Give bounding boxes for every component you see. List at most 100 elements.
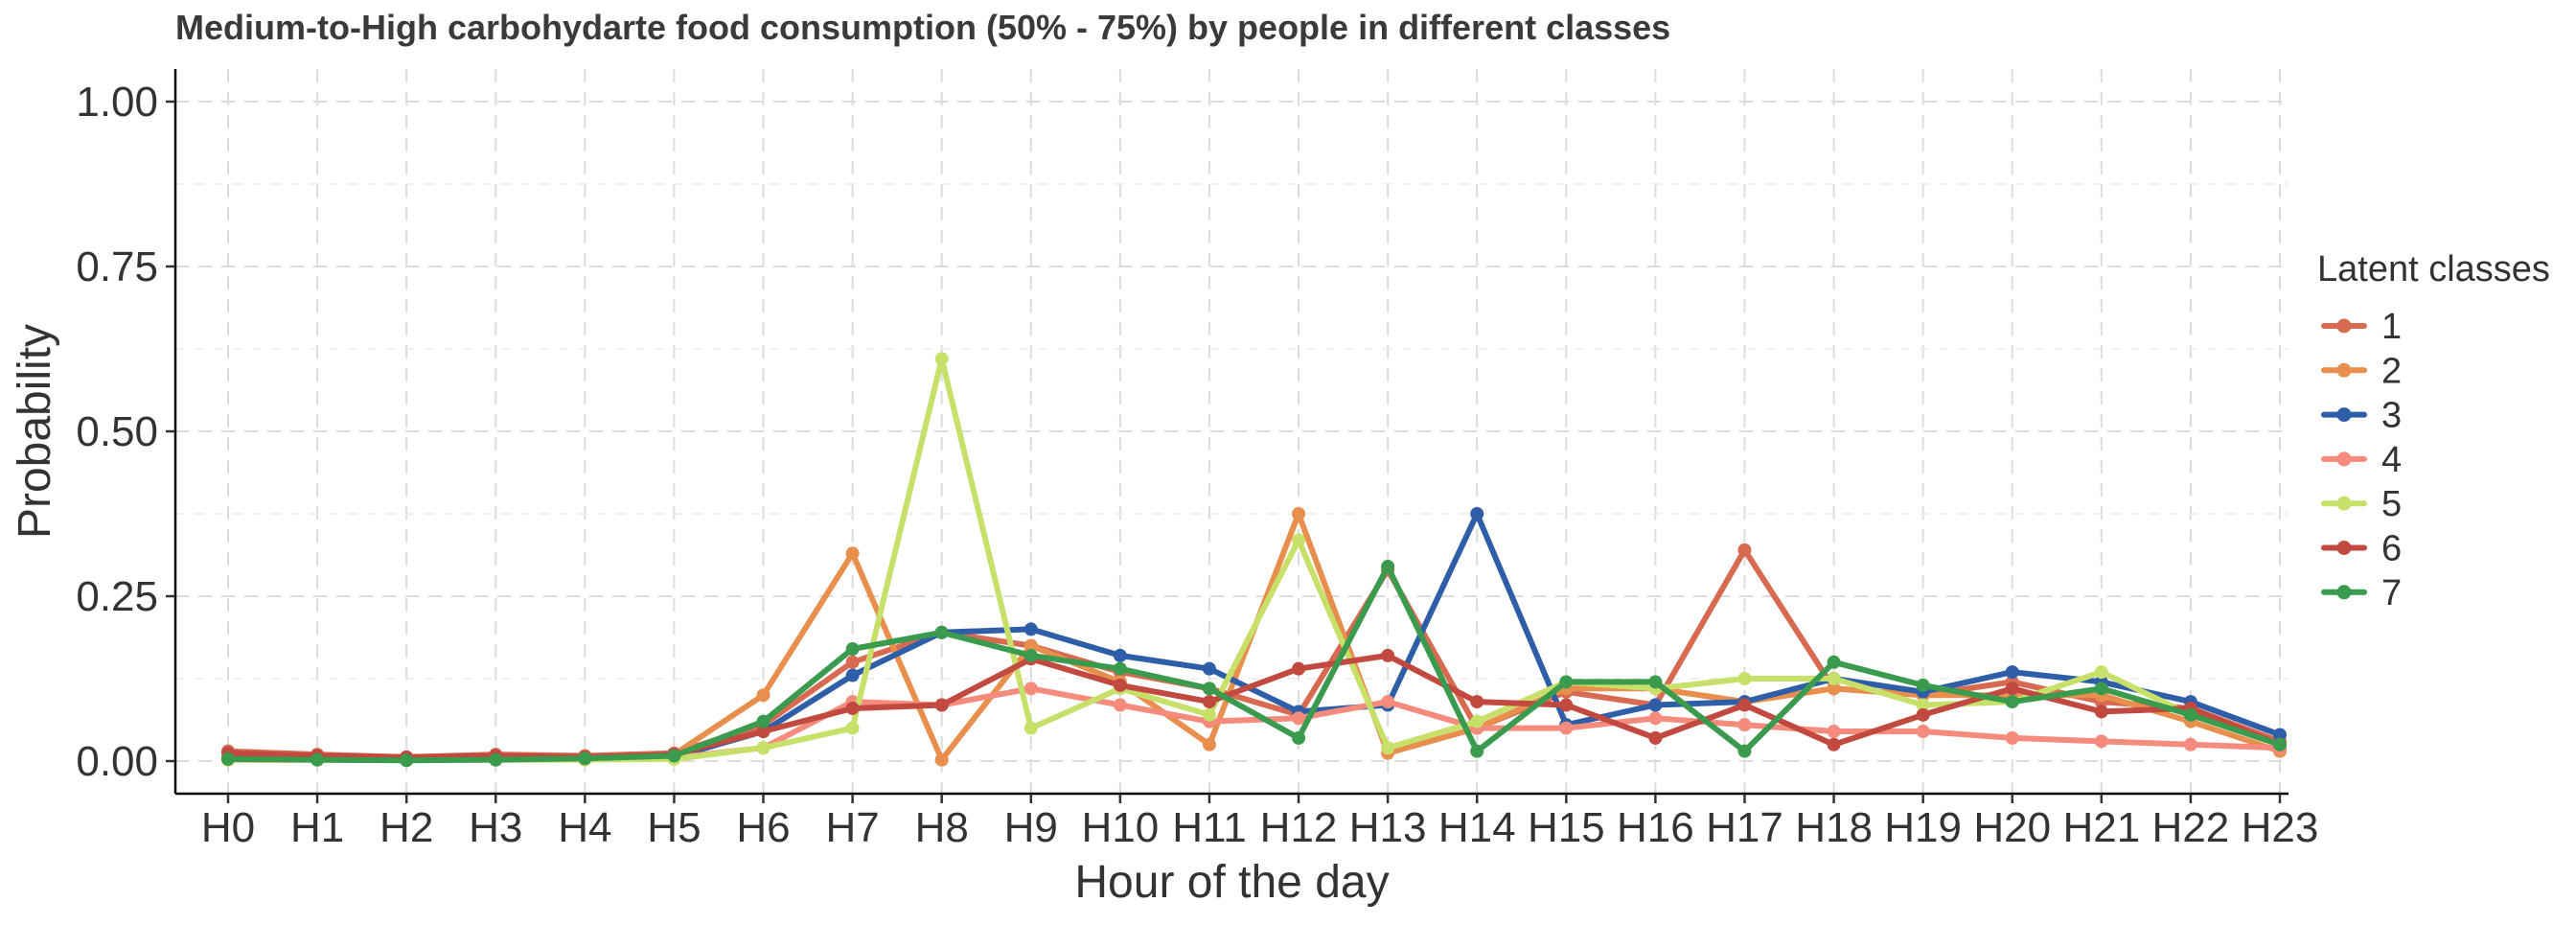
data-point: [1024, 622, 1038, 636]
data-point: [1113, 698, 1127, 712]
legend-item-4: 4: [2321, 440, 2402, 480]
x-tick-label: H17: [1706, 804, 1783, 851]
legend-swatch-point: [2336, 407, 2352, 423]
x-tick-label: H1: [290, 804, 344, 851]
x-tick-label: H19: [1884, 804, 1962, 851]
data-point: [2005, 682, 2019, 696]
data-point: [1202, 737, 1216, 752]
x-tick-label: H18: [1795, 804, 1873, 851]
x-tick-label: H22: [2152, 804, 2230, 851]
legend-swatch-point: [2336, 451, 2352, 467]
x-tick-label: H21: [2062, 804, 2140, 851]
legend-item-6: 6: [2321, 529, 2402, 569]
series-layer: [221, 352, 2287, 768]
data-point: [1559, 721, 1574, 735]
data-point: [1559, 698, 1574, 712]
y-tick-label: 0.75: [76, 243, 158, 290]
legend-swatch-point: [2336, 362, 2352, 378]
data-point: [578, 752, 592, 766]
data-point: [1202, 707, 1216, 722]
data-point: [845, 701, 860, 715]
data-point: [756, 725, 770, 739]
legend-item-5: 5: [2321, 484, 2402, 524]
legend-swatch-point: [2336, 318, 2352, 334]
x-tick-label: H12: [1260, 804, 1338, 851]
legend-item-1: 1: [2321, 307, 2402, 347]
x-tick-label: H2: [380, 804, 433, 851]
legend: Latent classes 12 345 67: [2317, 249, 2550, 613]
data-point: [1737, 672, 1752, 685]
data-point: [1202, 682, 1216, 696]
x-tick-label: H23: [2242, 804, 2319, 851]
legend-swatch-point: [2336, 496, 2352, 511]
chart-title: Medium-to-High carbohydarte food consump…: [175, 8, 1671, 47]
data-point: [2094, 665, 2108, 680]
data-point: [845, 546, 860, 561]
data-point: [1113, 648, 1127, 662]
series-2: [221, 507, 2287, 767]
x-tick-label: H13: [1349, 804, 1427, 851]
legend-label: 3: [2381, 396, 2402, 436]
y-axis-title: Probability: [10, 324, 60, 539]
legend-title: Latent classes: [2317, 249, 2550, 289]
legend-swatch-point: [2336, 541, 2352, 555]
legend-item-3: 3: [2321, 396, 2402, 436]
data-point: [1737, 543, 1752, 557]
data-point: [845, 721, 860, 735]
series-line-2: [225, 511, 2283, 763]
x-tick-label: H20: [1973, 804, 2051, 851]
data-point: [934, 352, 949, 366]
data-point: [1827, 655, 1841, 669]
data-point: [1381, 560, 1395, 574]
data-point: [1470, 714, 1484, 728]
x-tick-label: H3: [469, 804, 522, 851]
data-point: [756, 714, 770, 728]
legend-label: 6: [2381, 529, 2402, 569]
y-tick-label: 0.50: [76, 408, 158, 455]
x-tick-label: H9: [1004, 804, 1058, 851]
series-6: [221, 648, 2287, 764]
data-point: [756, 741, 770, 755]
data-point: [1292, 730, 1306, 745]
data-point: [2005, 730, 2019, 745]
data-point: [1381, 648, 1395, 662]
x-tick-label: H0: [201, 804, 255, 851]
data-point: [1916, 678, 1930, 692]
x-tick-label: H16: [1617, 804, 1694, 851]
data-point: [1916, 725, 1930, 739]
data-point: [1648, 730, 1663, 745]
data-point: [1737, 718, 1752, 732]
data-point: [845, 668, 860, 682]
legend-label: 2: [2381, 351, 2402, 391]
data-point: [1202, 695, 1216, 709]
x-tick-label: H14: [1438, 804, 1516, 851]
data-point: [934, 698, 949, 712]
data-point: [1381, 741, 1395, 755]
data-point: [1827, 725, 1841, 739]
x-tick-label: H11: [1172, 804, 1246, 851]
legend-label: 4: [2381, 440, 2402, 480]
x-tick-label: H6: [736, 804, 790, 851]
data-point: [400, 753, 414, 768]
data-point: [1648, 711, 1663, 726]
data-point: [1292, 661, 1306, 676]
data-point: [845, 642, 860, 657]
data-point: [2273, 728, 2287, 742]
data-point: [1737, 744, 1752, 758]
x-tick-label: H5: [647, 804, 701, 851]
data-point: [1024, 638, 1038, 653]
series-1: [221, 543, 2287, 764]
legend-item-2: 2: [2321, 351, 2402, 391]
series-line-6: [225, 652, 2283, 760]
data-point: [934, 625, 949, 639]
data-point: [1648, 698, 1663, 712]
x-tick-label: H15: [1528, 804, 1605, 851]
series-line-7: [225, 564, 2283, 764]
legend-label: 1: [2381, 307, 2402, 347]
data-point: [1470, 695, 1484, 709]
legend-label: 7: [2381, 573, 2402, 613]
data-point: [845, 655, 860, 669]
data-point: [2094, 734, 2108, 749]
data-point: [1113, 661, 1127, 676]
